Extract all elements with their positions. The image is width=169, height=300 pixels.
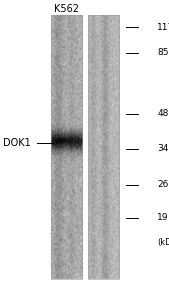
Text: 26: 26 — [157, 180, 168, 189]
Text: K562: K562 — [54, 4, 79, 14]
Text: 19: 19 — [157, 213, 169, 222]
Text: (kD): (kD) — [157, 238, 169, 247]
Text: 85: 85 — [157, 48, 169, 57]
Text: 34: 34 — [157, 144, 168, 153]
Text: DOK1: DOK1 — [3, 137, 31, 148]
Bar — [88, 15, 119, 279]
Text: 48: 48 — [157, 110, 168, 118]
Bar — [51, 15, 82, 279]
Text: 117: 117 — [157, 22, 169, 32]
